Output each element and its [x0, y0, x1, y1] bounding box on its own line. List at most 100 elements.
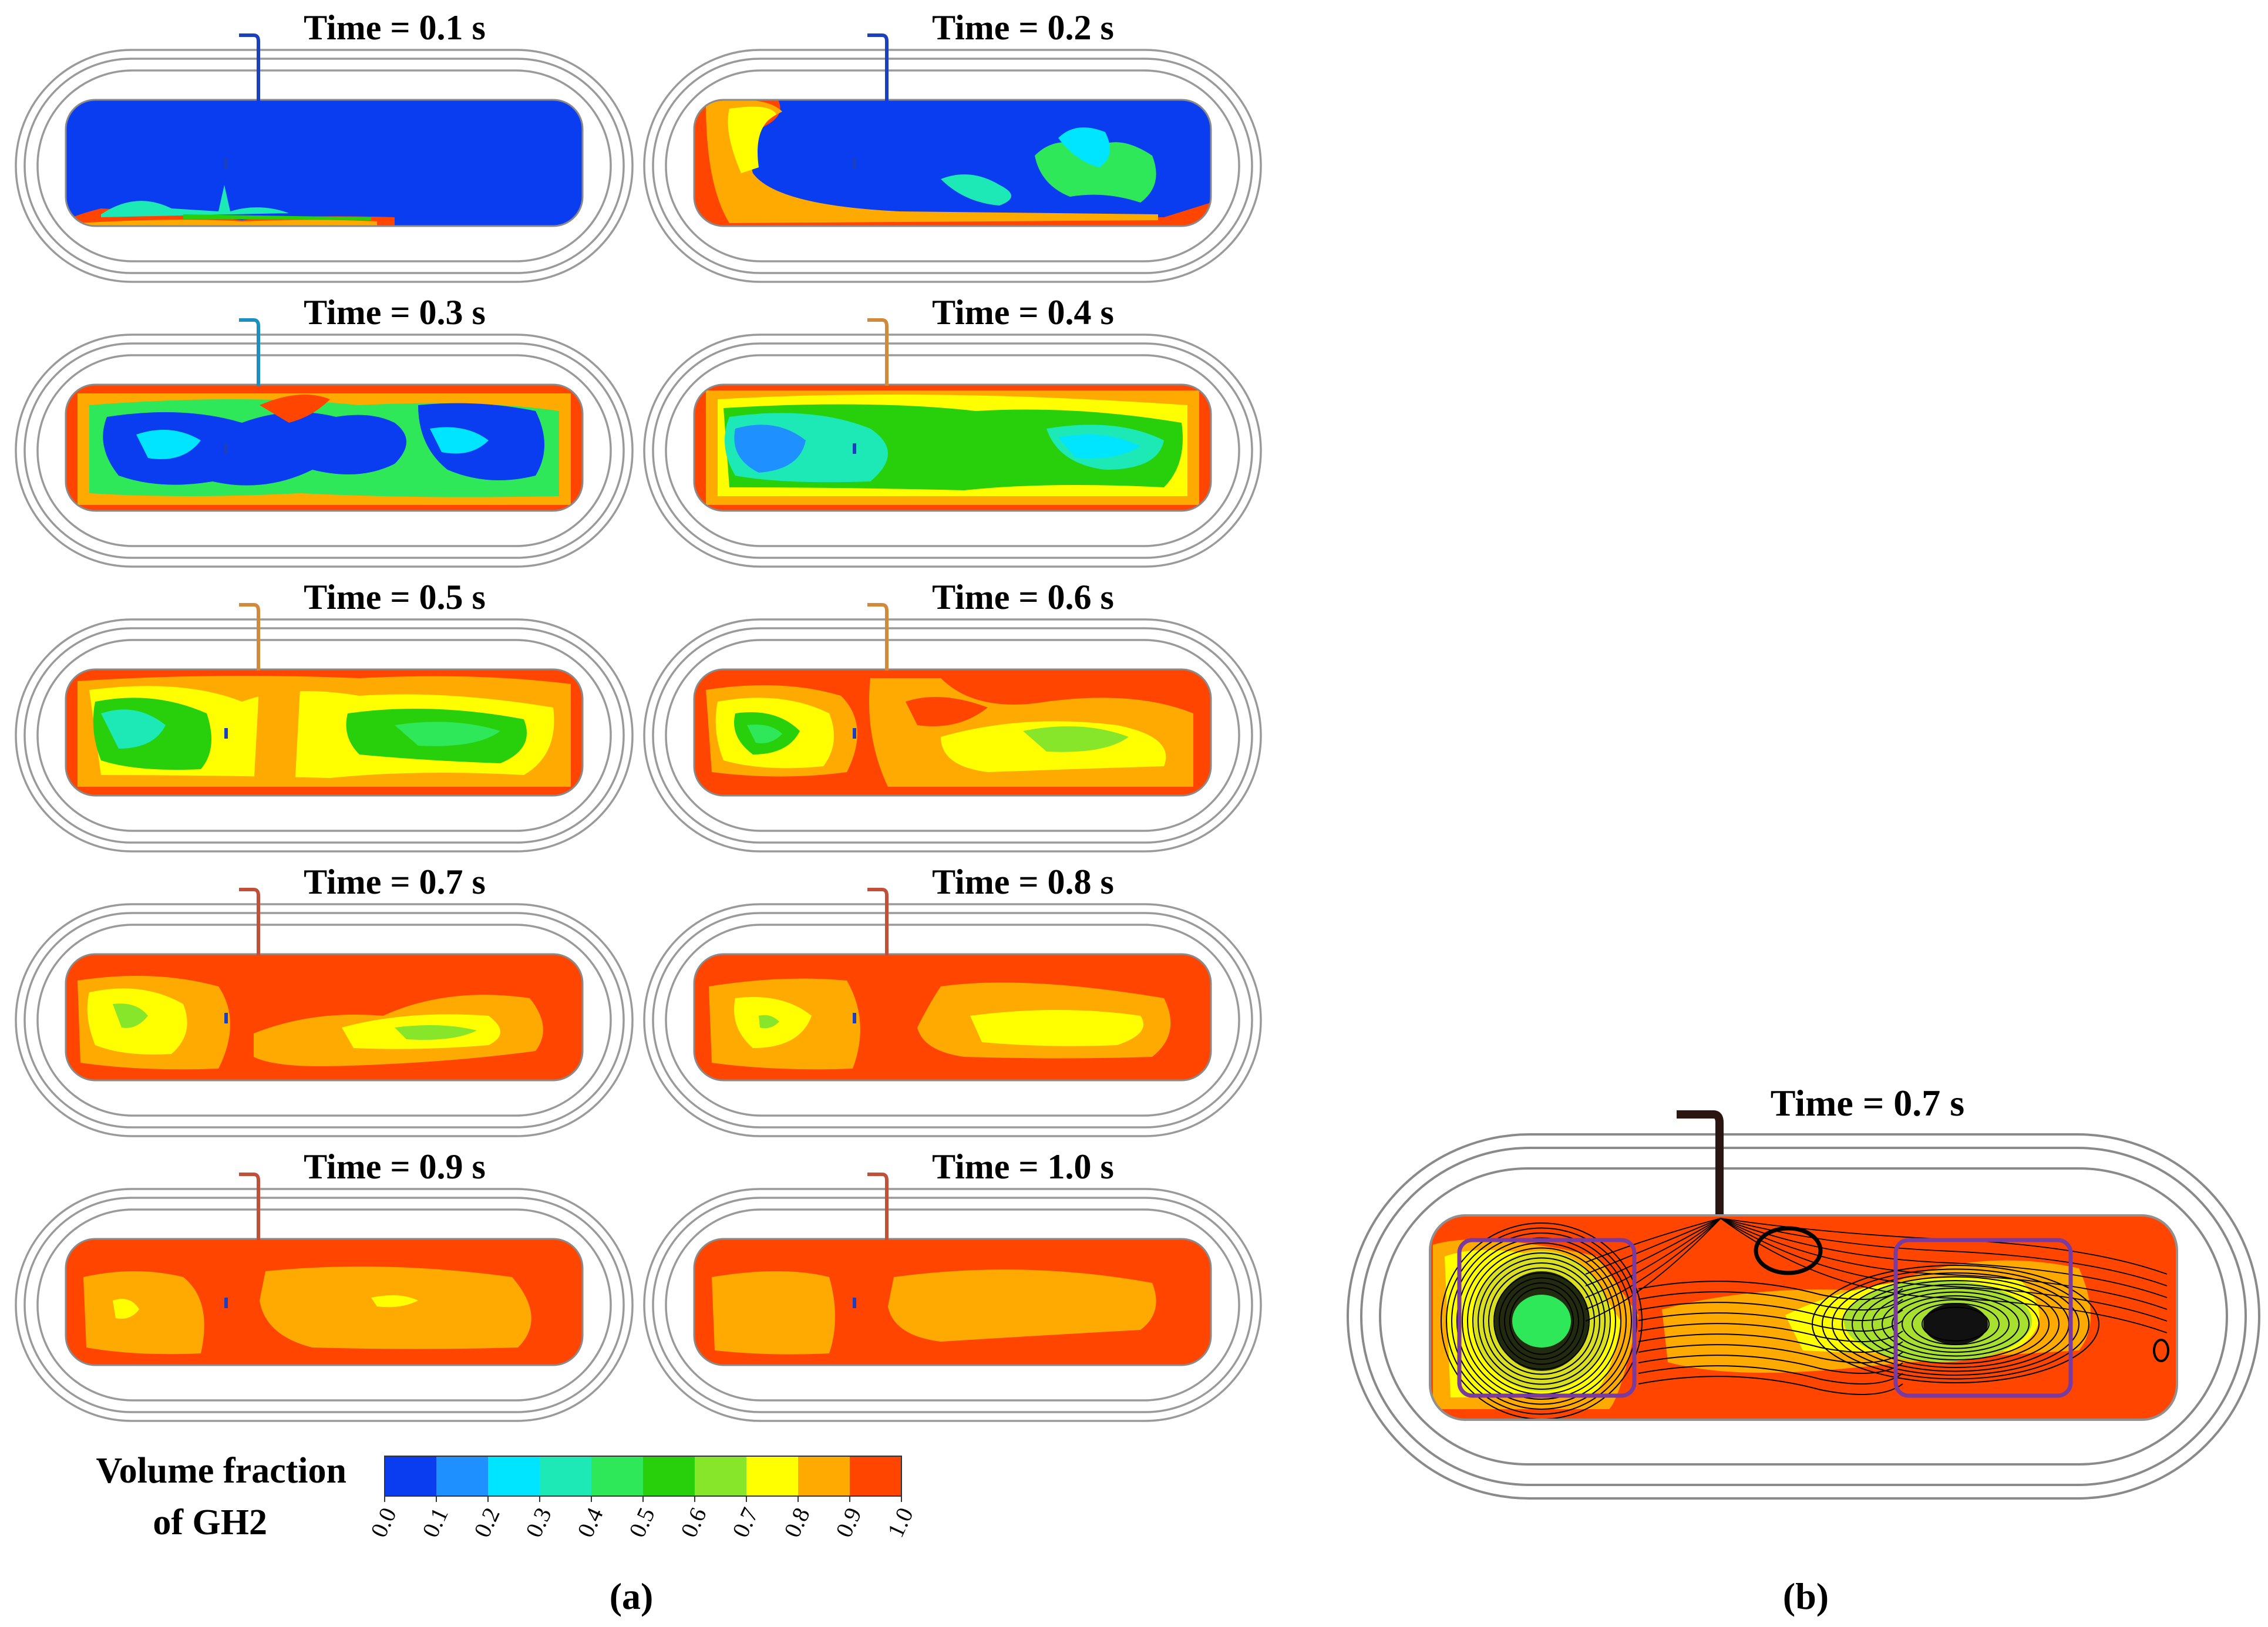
frame-time-label: Time = 1.0 s	[932, 1147, 1114, 1186]
volume-fraction-contour	[694, 954, 1211, 1080]
tank-shell-inner	[665, 639, 1240, 832]
colorbar-title-line1: Volume fraction	[96, 1451, 347, 1491]
vent-pipe	[867, 603, 889, 671]
colorbar-swatch	[643, 1456, 695, 1496]
volume-fraction-contour	[694, 669, 1211, 796]
vent-pipe	[867, 888, 889, 955]
vent-pipe	[239, 603, 260, 671]
tank-shell-inner	[36, 354, 612, 547]
colorbar-tick-label: 0.4	[572, 1504, 608, 1541]
colorbar-swatch	[436, 1456, 489, 1496]
tank-shell-inner	[1379, 1167, 2228, 1466]
tank-shell-middle	[1360, 1147, 2247, 1486]
frame-time-label: Time = 0.3 s	[304, 293, 486, 332]
tank-shell-outer	[643, 903, 1262, 1137]
volume-fraction-contour	[694, 1239, 1211, 1365]
frame-time-label: Time = 0.7 s	[304, 863, 486, 901]
vent-pipe	[867, 33, 889, 101]
frame-time-label: Time = 0.2 s	[932, 8, 1114, 47]
colorbar-tick-label: 0.7	[727, 1504, 763, 1541]
colorbar-tick-label: 0.0	[365, 1504, 402, 1541]
colorbar-swatch	[695, 1456, 747, 1496]
tank-shell-middle	[23, 912, 625, 1129]
volume-fraction-contour	[66, 1239, 583, 1365]
tank-shell-outer	[643, 618, 1262, 853]
colorbar-title-line2: of GH2	[153, 1503, 267, 1542]
contour-field	[1430, 1215, 2177, 1420]
volume-fraction-contour	[694, 100, 1211, 226]
vent-pipe	[239, 318, 260, 386]
colorbar-swatch	[385, 1456, 437, 1496]
colorbar-tick-label: 0.6	[675, 1504, 712, 1541]
tank-shell-middle	[23, 58, 625, 274]
vent-pipe	[867, 1173, 889, 1240]
tank-shell-middle	[652, 627, 1253, 844]
tank-shell-inner	[665, 354, 1240, 547]
volume-fraction-contour	[694, 385, 1211, 511]
vent-pipe	[1677, 1110, 1724, 1217]
tank-shell-middle	[652, 1197, 1253, 1413]
vent-pipe	[239, 888, 260, 955]
colorbar-swatch	[850, 1456, 902, 1496]
tank-shell-middle	[23, 627, 625, 844]
tank-frame: Time = 1.0 s	[643, 1147, 1262, 1422]
vent-pipe	[239, 1173, 260, 1240]
colorbar-swatch	[488, 1456, 540, 1496]
tank-shell-outer	[15, 49, 634, 283]
colorbar-tick-label: 0.2	[469, 1504, 505, 1541]
tank-shell-outer	[643, 49, 1262, 283]
colorbar: Volume fraction of GH2 0.0 0.1 0.2 0.3 0.4 0.…	[96, 1451, 918, 1542]
colorbar-tick-label: 1.0	[882, 1504, 918, 1541]
colorbar-swatch	[540, 1456, 592, 1496]
tank-frame: Time = 0.1 s	[15, 8, 634, 283]
colorbar-tick-label: 0.9	[830, 1504, 867, 1541]
vent-pipe	[239, 33, 260, 101]
tank-frame: Time = 0.6 s	[643, 578, 1262, 853]
frame-time-label: Time = 0.1 s	[304, 8, 486, 47]
colorbar-tick-label: 0.5	[624, 1504, 660, 1541]
tank-shell-outer	[15, 618, 634, 853]
tank-frame: Time = 0.5 s	[15, 578, 634, 853]
tank-frame: Time = 0.4 s	[643, 293, 1262, 568]
colorbar-swatches	[384, 1456, 902, 1497]
tank-shell-outer	[15, 1188, 634, 1422]
tank-frame: Time = 0.7 s	[15, 863, 634, 1137]
tank-shell-middle	[23, 1197, 625, 1413]
tank-shell-inner	[36, 924, 612, 1117]
contour-frames: Time = 0.1 s Time = 0.2 s Time = 0.3 s Time…	[15, 8, 1262, 1422]
tank-shell-outer	[15, 903, 634, 1137]
tank-shell-middle	[652, 58, 1253, 274]
tank-shell-outer	[1347, 1133, 2260, 1500]
vortex-highlight-box-right	[1893, 1238, 2073, 1398]
volume-fraction-contour	[66, 100, 583, 226]
panel-b-label: (b)	[1783, 1575, 1829, 1617]
colorbar-swatch	[746, 1456, 799, 1496]
tank-frame: Time = 0.8 s	[643, 863, 1262, 1137]
tank-shell-inner	[665, 1208, 1240, 1402]
frame-time-label: Time = 0.9 s	[304, 1147, 486, 1186]
tank-shell-middle	[23, 342, 625, 559]
panel-a-label: (a)	[610, 1575, 654, 1617]
tank-shell-inner	[36, 1208, 612, 1402]
volume-fraction-contour	[66, 385, 583, 511]
colorbar-ticks: 0.0 0.1 0.2 0.3 0.4 0.5 0.6 0.7 0.8 0.9 1.0	[365, 1496, 918, 1541]
tank-shell-inner	[36, 639, 612, 832]
tank-shell-middle	[652, 342, 1253, 559]
frame-time-label: Time = 0.8 s	[932, 863, 1114, 901]
tank-frame: Time = 0.3 s	[15, 293, 634, 568]
tank-shell-inner	[665, 924, 1240, 1117]
colorbar-tick-label: 0.1	[417, 1504, 453, 1541]
volume-fraction-contour	[66, 669, 583, 796]
panel-b-time-label: Time = 0.7 s	[1771, 1082, 1964, 1124]
tank-frame: Time = 0.2 s	[643, 8, 1262, 283]
panel-b: Time = 0.7 s (b)	[1347, 1082, 2260, 1617]
tank-frame: Time = 0.9 s	[15, 1147, 634, 1422]
tank-wall	[1429, 1214, 2178, 1421]
vent-pipe	[867, 318, 889, 386]
frame-time-label: Time = 0.5 s	[304, 578, 486, 617]
tank-shell-outer	[643, 334, 1262, 568]
tank-shell-middle	[652, 912, 1253, 1129]
tank-shell-outer	[643, 1188, 1262, 1422]
colorbar-swatch	[591, 1456, 644, 1496]
